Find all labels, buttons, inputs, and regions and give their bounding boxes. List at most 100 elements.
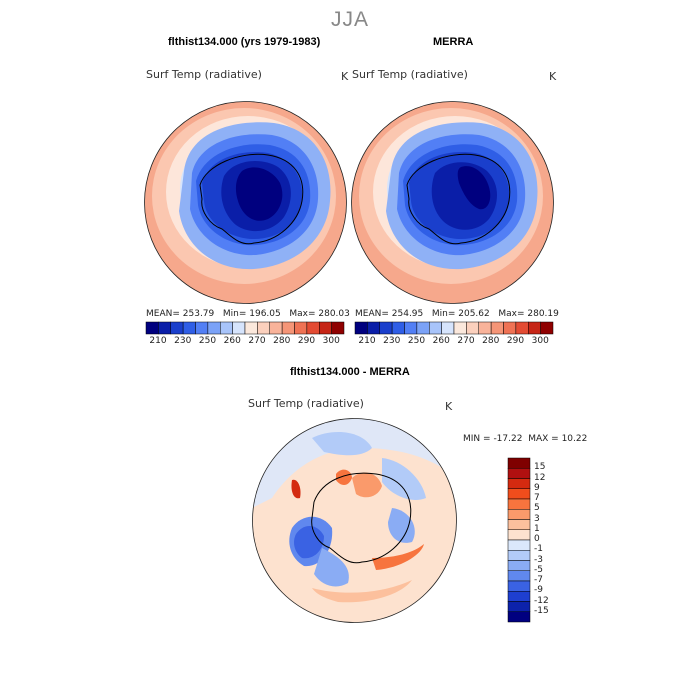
panel-1-colorbar [145,321,345,335]
panel-2-colorbar-swatch-4 [404,321,418,335]
diff-colorbar-label-10: -5 [534,564,543,575]
panel-2-min-label: Min= [431,309,456,319]
panel-2-colorbar-swatch-8 [453,321,467,335]
panel-1-title: flthist134.000 (yrs 1979-1983) [168,36,321,48]
panel-1-max-label: Max= [289,309,316,319]
panel-1-polar-map [144,101,347,304]
panel-1-colorbar-swatch-1 [158,321,171,335]
panel-1-colorbar-label-6: 290 [297,336,316,346]
panel-1-colorbar-label-3: 260 [223,336,241,346]
panel-1-colorbar-swatch-11 [281,321,295,335]
diff-colorbar-swatch-6 [507,519,531,530]
panel-2-colorbar-label-2: 250 [407,336,426,346]
diff-colorbar-label-1: 12 [534,472,546,483]
panel-1-min-label: Min= [222,309,247,319]
panel-1-stats: MEAN= 253.79 Min= 196.05 Max= 280.03 [146,309,350,319]
diff-colorbar-swatch-7 [507,529,531,541]
diff-colorbar-swatch-11 [507,570,531,582]
panel-2-colorbar-swatch-6 [429,321,442,335]
diff-colorbar-swatch-8 [507,539,531,551]
figure-title: JJA [330,8,369,31]
diff-colorbar-swatch-14 [507,601,531,612]
diff-colorbar-label-2: 9 [534,482,540,493]
panel-2-colorbar-swatch-14 [528,321,541,335]
diff-min-value: -17.22 [493,434,523,444]
panel-2-colorbar-label-0: 210 [358,336,376,346]
panel-1-colorbar-swatch-0 [145,321,159,335]
diff-colorbar-swatch-1 [507,468,531,479]
diff-colorbar-swatch-3 [507,488,531,500]
diff-colorbar-swatch-9 [507,550,531,561]
diff-panel-polar-map [252,418,457,623]
panel-1-mean-value: 253.79 [182,309,215,319]
diff-colorbar-label-0: 15 [534,462,546,473]
panel-2-colorbar-label-6: 290 [506,336,525,346]
panel-2-polar-map [351,101,554,304]
panel-1-colorbar-swatch-4 [195,321,209,335]
panel-1-colorbar-label-4: 270 [248,336,266,346]
panel-1-colorbar-label-0: 210 [149,336,167,346]
diff-colorbar-swatch-12 [507,580,531,592]
diff-colorbar [507,457,531,623]
panel-1-variable-label: Surf Temp (radiative) [146,68,262,81]
diff-panel-stats: MIN = -17.22 MAX = 10.22 [463,434,587,444]
panel-1-colorbar-labels: 210 230 250 260 270 280 290 300 [146,336,344,348]
panel-2-colorbar-swatch-11 [490,321,504,335]
diff-colorbar-swatch-15 [507,611,531,623]
diff-colorbar-label-13: -12 [534,595,549,606]
panel-1-colorbar-swatch-5 [207,321,221,335]
panel-1-units-label: K [341,70,349,83]
panel-2-colorbar-label-3: 260 [432,336,450,346]
panel-2-max-label: Max= [498,309,525,319]
panel-2-colorbar-swatch-7 [441,321,455,335]
panel-2-mean-label: MEAN= [355,309,389,319]
panel-1-max-value: 280.03 [318,309,350,319]
panel-2-colorbar-swatch-3 [391,321,405,335]
panel-1-colorbar-swatch-9 [257,321,270,335]
panel-1-colorbar-swatch-8 [244,321,258,335]
diff-colorbar-label-7: 0 [534,534,540,544]
panel-2-colorbar-label-7: 300 [531,336,549,346]
diff-colorbar-label-8: -1 [534,544,543,555]
panel-2-variable-label: Surf Temp (radiative) [352,68,468,81]
panel-2-colorbar-swatch-0 [354,321,368,335]
panel-1-colorbar-label-7: 300 [322,336,340,346]
panel-2-colorbar-swatch-2 [379,321,393,335]
diff-colorbar-swatch-5 [507,509,531,520]
panel-2-stats: MEAN= 254.95 Min= 205.62 Max= 280.19 [355,309,559,319]
panel-1-mean-label: MEAN= [146,309,180,319]
panel-2-colorbar-label-1: 230 [383,336,401,346]
panel-2-max-value: 280.19 [527,309,559,319]
diff-colorbar-label-6: 1 [534,523,540,534]
diff-panel-variable-label: Surf Temp (radiative) [248,397,364,410]
panel-1-colorbar-swatch-12 [294,321,308,335]
panel-2-colorbar-swatch-15 [540,321,554,335]
panel-2-title: MERRA [433,36,474,48]
panel-1-colorbar-swatch-2 [170,321,184,335]
diff-colorbar-swatch-2 [507,478,531,489]
panel-2-colorbar-swatch-1 [367,321,380,335]
diff-colorbar-label-3: 7 [534,493,540,503]
panel-2-min-value: 205.62 [458,309,490,319]
diff-colorbar-label-4: 5 [534,503,540,514]
diff-colorbar-label-9: -3 [534,554,543,565]
diff-colorbar-swatch-4 [507,498,531,510]
diff-colorbar-swatch-10 [507,560,531,571]
panel-1-colorbar-label-2: 250 [198,336,217,346]
panel-2-colorbar-labels: 210 230 250 260 270 280 290 300 [355,336,553,348]
panel-1-colorbar-swatch-10 [269,321,283,335]
diff-colorbar-label-5: 3 [534,513,540,524]
diff-colorbar-labels: 15 12 9 7 5 3 1 0 -1 -3 -5 -7 -9 -12 -15 [534,458,574,622]
panel-2-colorbar-swatch-9 [466,321,479,335]
diff-panel-units-label: K [445,400,453,413]
diff-colorbar-label-11: -7 [534,575,543,585]
panel-1-colorbar-swatch-7 [232,321,246,335]
panel-1-colorbar-label-5: 280 [273,336,291,346]
panel-2-colorbar-swatch-10 [478,321,492,335]
panel-2-colorbar-swatch-12 [503,321,517,335]
diff-colorbar-swatch-13 [507,591,531,602]
panel-2-units-label: K [549,70,557,83]
diff-colorbar-label-12: -9 [534,585,543,596]
panel-1-colorbar-swatch-14 [319,321,332,335]
diff-max-value: 10.22 [561,434,588,444]
